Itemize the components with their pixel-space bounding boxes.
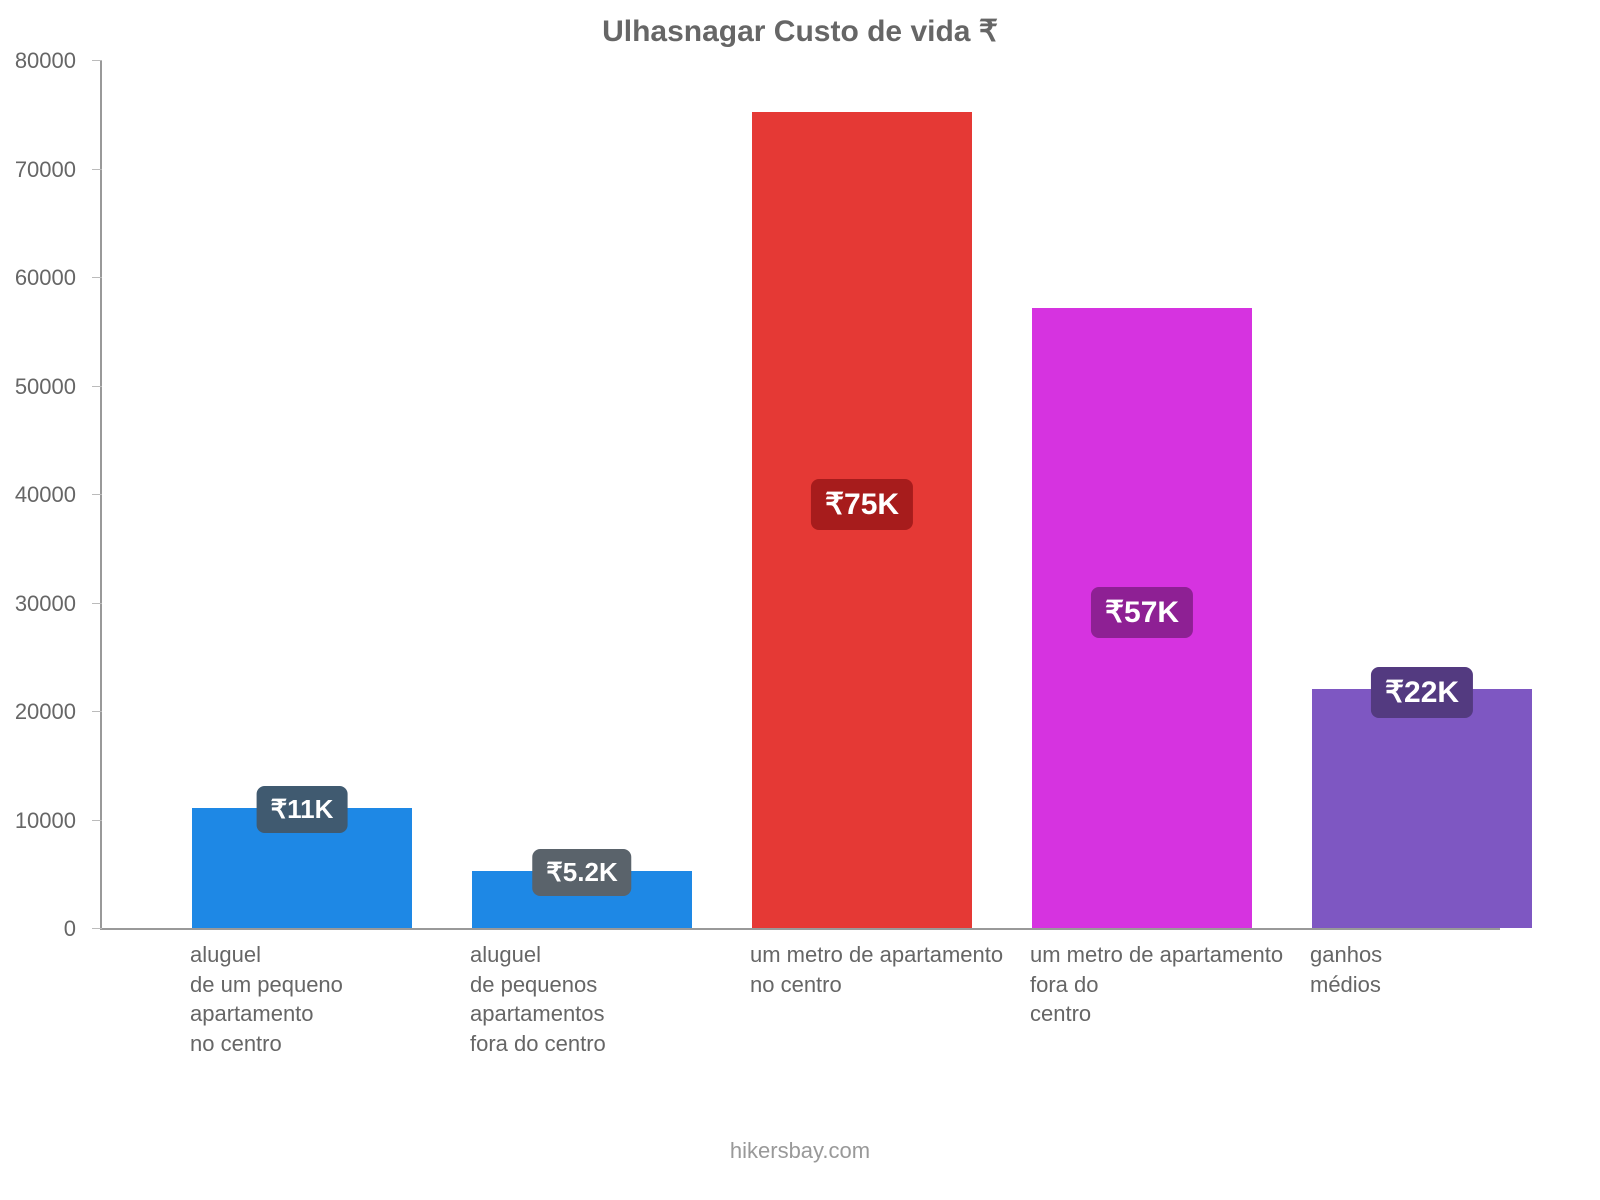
x-label: um metro de apartamento no centro bbox=[750, 940, 1003, 999]
ytick-label: 80000 bbox=[15, 48, 76, 74]
ytick: 70000 bbox=[92, 169, 102, 170]
x-label: aluguel de um pequeno apartamento no cen… bbox=[190, 940, 343, 1059]
footer-text: hikersbay.com bbox=[0, 1138, 1600, 1164]
bar-aluguel-fora: ₹5.2K bbox=[472, 871, 692, 928]
ytick: 60000 bbox=[92, 277, 102, 278]
bar-metro-fora: ₹57K bbox=[1032, 308, 1252, 928]
ytick: 10000 bbox=[92, 820, 102, 821]
value-badge: ₹5.2K bbox=[532, 849, 631, 896]
ytick-label: 50000 bbox=[15, 374, 76, 400]
ytick: 20000 bbox=[92, 711, 102, 712]
ytick-label: 20000 bbox=[15, 699, 76, 725]
chart-title: Ulhasnagar Custo de vida ₹ bbox=[0, 14, 1600, 49]
bar-ganhos-medios: ₹22K bbox=[1312, 689, 1532, 928]
ytick-label: 60000 bbox=[15, 265, 76, 291]
plot-area: 0 10000 20000 30000 40000 50000 60000 70… bbox=[100, 60, 1500, 930]
ytick-label: 0 bbox=[64, 916, 76, 942]
ytick: 80000 bbox=[92, 60, 102, 61]
bar-metro-centro: ₹75K bbox=[752, 112, 972, 928]
x-label: aluguel de pequenos apartamentos fora do… bbox=[470, 940, 606, 1059]
x-label: ganhos médios bbox=[1310, 940, 1382, 999]
value-badge: ₹57K bbox=[1091, 587, 1193, 638]
value-badge: ₹11K bbox=[257, 786, 348, 833]
ytick-label: 30000 bbox=[15, 591, 76, 617]
ytick: 0 bbox=[92, 928, 102, 929]
value-badge: ₹75K bbox=[811, 479, 913, 530]
ytick: 50000 bbox=[92, 386, 102, 387]
chart-stage: Ulhasnagar Custo de vida ₹ 0 10000 20000… bbox=[0, 0, 1600, 1200]
ytick: 40000 bbox=[92, 494, 102, 495]
value-badge: ₹22K bbox=[1371, 667, 1473, 718]
ytick-label: 10000 bbox=[15, 808, 76, 834]
ytick-label: 70000 bbox=[15, 157, 76, 183]
x-label: um metro de apartamento fora do centro bbox=[1030, 940, 1283, 1029]
bar-aluguel-centro: ₹11K bbox=[192, 808, 412, 928]
ytick: 30000 bbox=[92, 603, 102, 604]
ytick-label: 40000 bbox=[15, 482, 76, 508]
